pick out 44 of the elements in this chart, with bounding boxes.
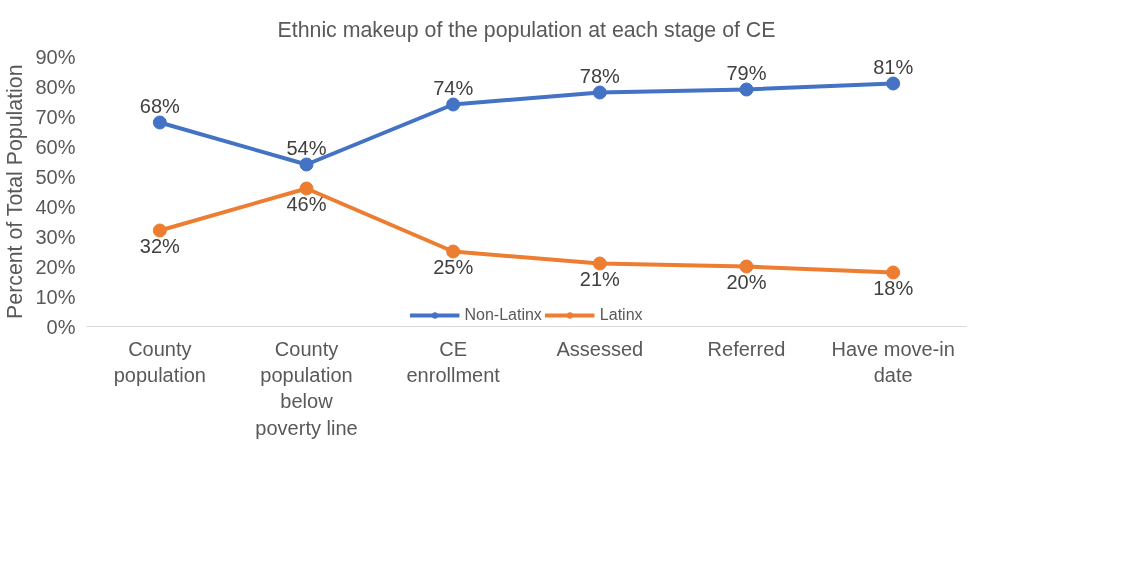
data-label: 18% <box>873 276 914 299</box>
y-tick-label: 20% <box>35 255 76 278</box>
data-label: 20% <box>726 270 767 293</box>
data-label: 21% <box>579 267 621 290</box>
point <box>446 244 461 259</box>
point <box>739 259 754 274</box>
y-tick-label: 90% <box>35 45 76 68</box>
data-label: 74% <box>433 76 474 99</box>
data-label: 54% <box>286 136 327 159</box>
x-tick-label: CE enrollment <box>406 337 501 386</box>
point <box>592 256 607 271</box>
point <box>299 181 314 196</box>
data-label: 46% <box>286 192 327 215</box>
y-tick-label: 60% <box>35 135 76 158</box>
x-tick-label: Assessed <box>556 337 644 360</box>
y-tick-label: 0% <box>46 315 76 338</box>
x-tick-label: County population <box>113 337 206 386</box>
legend-label: Non-Latinx <box>464 306 542 324</box>
x-tick-label: Referred <box>707 337 786 360</box>
legend-label: Latinx <box>599 306 643 324</box>
data-label: 68% <box>139 94 181 117</box>
point <box>299 157 314 172</box>
point <box>886 76 901 91</box>
y-tick-label: 40% <box>35 195 76 218</box>
point <box>152 223 167 238</box>
y-axis-title: Percent of Total Population <box>3 64 28 319</box>
point <box>446 97 461 112</box>
x-tick-label: County population below poverty line <box>255 337 358 439</box>
chart-title: Ethnic makeup of the population at each stage of CE <box>277 17 776 42</box>
data-label: 25% <box>433 255 474 278</box>
data-label: 79% <box>726 61 767 84</box>
y-tick-label: 50% <box>35 165 76 188</box>
data-label: 81% <box>873 55 914 78</box>
data-label: 32% <box>139 234 181 257</box>
y-tick-label: 70% <box>35 105 76 128</box>
y-tick-label: 10% <box>35 285 76 308</box>
y-tick-label: 80% <box>35 75 76 98</box>
x-tick-label: Have move-in date <box>831 337 955 386</box>
point <box>739 82 754 97</box>
data-label: 78% <box>579 64 621 87</box>
point <box>152 115 167 130</box>
point <box>592 85 607 100</box>
point <box>886 265 901 280</box>
y-tick-label: 30% <box>35 225 76 248</box>
